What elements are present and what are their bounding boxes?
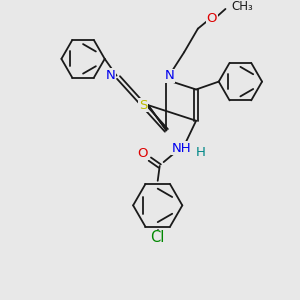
- Text: S: S: [139, 99, 147, 112]
- Text: N: N: [106, 69, 116, 82]
- Text: N: N: [164, 69, 174, 82]
- Text: H: H: [196, 146, 206, 159]
- Text: NH: NH: [172, 142, 191, 155]
- Text: CH₃: CH₃: [231, 1, 253, 13]
- Text: Cl: Cl: [151, 230, 165, 245]
- Text: O: O: [206, 12, 217, 25]
- Text: O: O: [138, 147, 148, 160]
